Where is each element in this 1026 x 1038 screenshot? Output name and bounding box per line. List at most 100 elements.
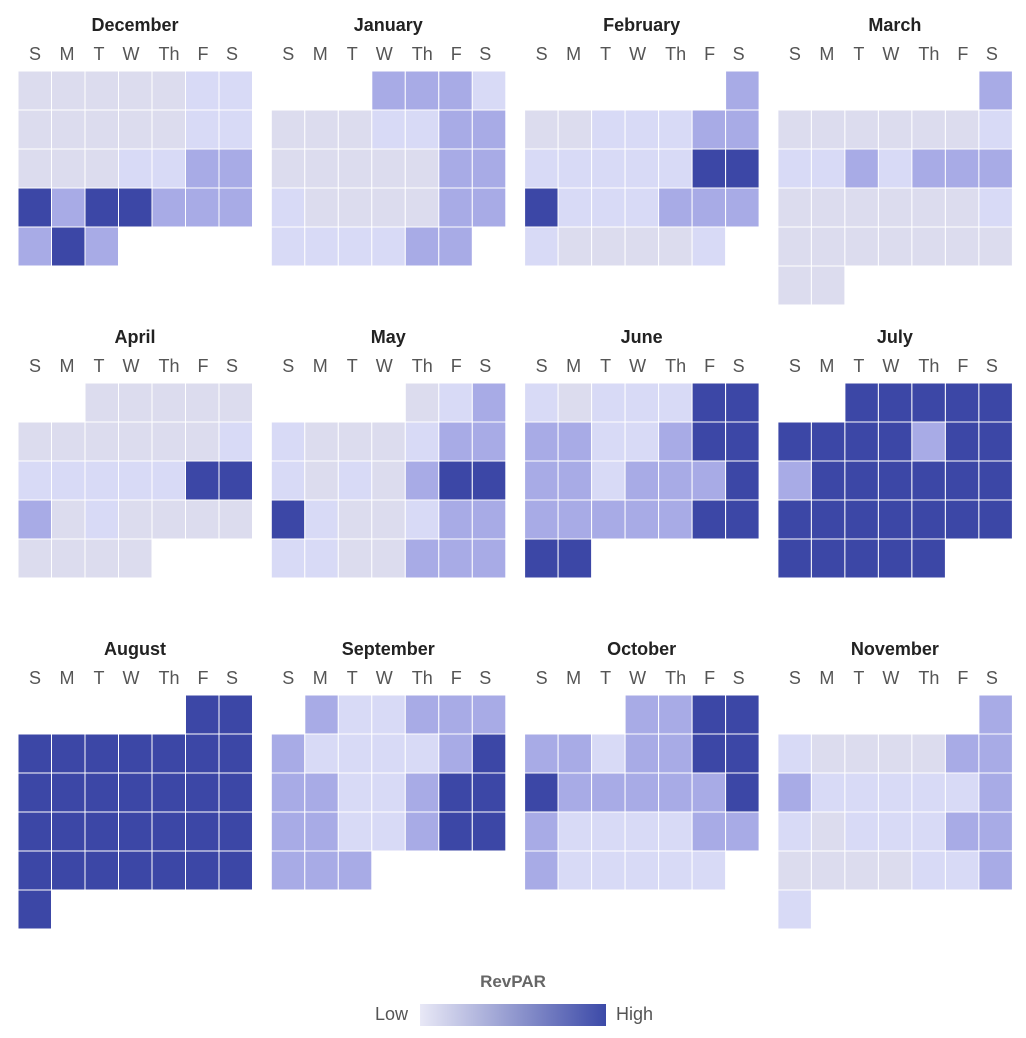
day-cell[interactable] [51,499,86,540]
day-cell[interactable] [84,733,119,774]
day-cell[interactable] [404,187,440,228]
day-cell[interactable] [17,772,52,813]
day-cell[interactable] [658,148,693,189]
day-cell[interactable] [51,538,86,579]
day-cell[interactable] [978,499,1013,540]
day-cell[interactable] [557,187,593,228]
day-cell[interactable] [185,187,220,228]
day-cell[interactable] [270,850,306,891]
day-cell[interactable] [270,811,306,852]
day-cell[interactable] [438,694,473,735]
day-cell[interactable] [84,772,119,813]
day-cell[interactable] [17,460,52,501]
day-cell[interactable] [624,850,660,891]
day-cell[interactable] [404,811,440,852]
day-cell[interactable] [691,382,727,423]
day-cell[interactable] [371,148,406,189]
day-cell[interactable] [118,850,153,891]
day-cell[interactable] [591,460,626,501]
day-cell[interactable] [810,772,846,813]
day-cell[interactable] [304,148,339,189]
day-cell[interactable] [978,70,1013,111]
day-cell[interactable] [185,70,220,111]
day-cell[interactable] [844,733,879,774]
day-cell[interactable] [337,772,373,813]
day-cell[interactable] [471,772,507,813]
day-cell[interactable] [337,733,373,774]
day-cell[interactable] [978,187,1013,228]
day-cell[interactable] [17,889,52,930]
day-cell[interactable] [270,460,306,501]
day-cell[interactable] [304,226,339,267]
day-cell[interactable] [691,694,727,735]
day-cell[interactable] [844,226,879,267]
day-cell[interactable] [978,460,1013,501]
day-cell[interactable] [84,382,119,423]
day-cell[interactable] [118,187,153,228]
day-cell[interactable] [151,460,186,501]
day-cell[interactable] [438,733,473,774]
day-cell[interactable] [17,109,52,150]
day-cell[interactable] [911,421,946,462]
day-cell[interactable] [725,460,760,501]
day-cell[interactable] [877,733,913,774]
day-cell[interactable] [17,187,52,228]
day-cell[interactable] [337,109,373,150]
day-cell[interactable] [118,421,153,462]
day-cell[interactable] [218,733,253,774]
day-cell[interactable] [17,538,52,579]
day-cell[interactable] [725,772,760,813]
day-cell[interactable] [658,421,693,462]
day-cell[interactable] [524,811,559,852]
day-cell[interactable] [624,109,660,150]
day-cell[interactable] [471,694,507,735]
day-cell[interactable] [524,850,559,891]
day-cell[interactable] [270,733,306,774]
day-cell[interactable] [304,499,339,540]
day-cell[interactable] [270,109,306,150]
day-cell[interactable] [944,226,980,267]
day-cell[interactable] [844,421,879,462]
day-cell[interactable] [944,499,980,540]
day-cell[interactable] [810,499,846,540]
day-cell[interactable] [944,382,980,423]
day-cell[interactable] [877,187,913,228]
day-cell[interactable] [337,148,373,189]
day-cell[interactable] [877,460,913,501]
day-cell[interactable] [270,538,306,579]
day-cell[interactable] [84,109,119,150]
day-cell[interactable] [725,733,760,774]
day-cell[interactable] [591,187,626,228]
day-cell[interactable] [270,772,306,813]
day-cell[interactable] [84,187,119,228]
day-cell[interactable] [877,538,913,579]
day-cell[interactable] [911,148,946,189]
day-cell[interactable] [844,460,879,501]
day-cell[interactable] [978,694,1013,735]
day-cell[interactable] [691,148,727,189]
day-cell[interactable] [725,421,760,462]
day-cell[interactable] [877,148,913,189]
day-cell[interactable] [270,499,306,540]
day-cell[interactable] [844,850,879,891]
day-cell[interactable] [185,460,220,501]
day-cell[interactable] [777,772,812,813]
day-cell[interactable] [438,811,473,852]
day-cell[interactable] [810,265,846,306]
day-cell[interactable] [691,772,727,813]
day-cell[interactable] [404,694,440,735]
day-cell[interactable] [911,109,946,150]
day-cell[interactable] [978,226,1013,267]
day-cell[interactable] [51,187,86,228]
day-cell[interactable] [218,850,253,891]
day-cell[interactable] [151,811,186,852]
day-cell[interactable] [371,187,406,228]
day-cell[interactable] [557,148,593,189]
day-cell[interactable] [304,421,339,462]
day-cell[interactable] [624,421,660,462]
day-cell[interactable] [471,109,507,150]
day-cell[interactable] [471,148,507,189]
day-cell[interactable] [911,733,946,774]
day-cell[interactable] [471,70,507,111]
day-cell[interactable] [471,538,507,579]
